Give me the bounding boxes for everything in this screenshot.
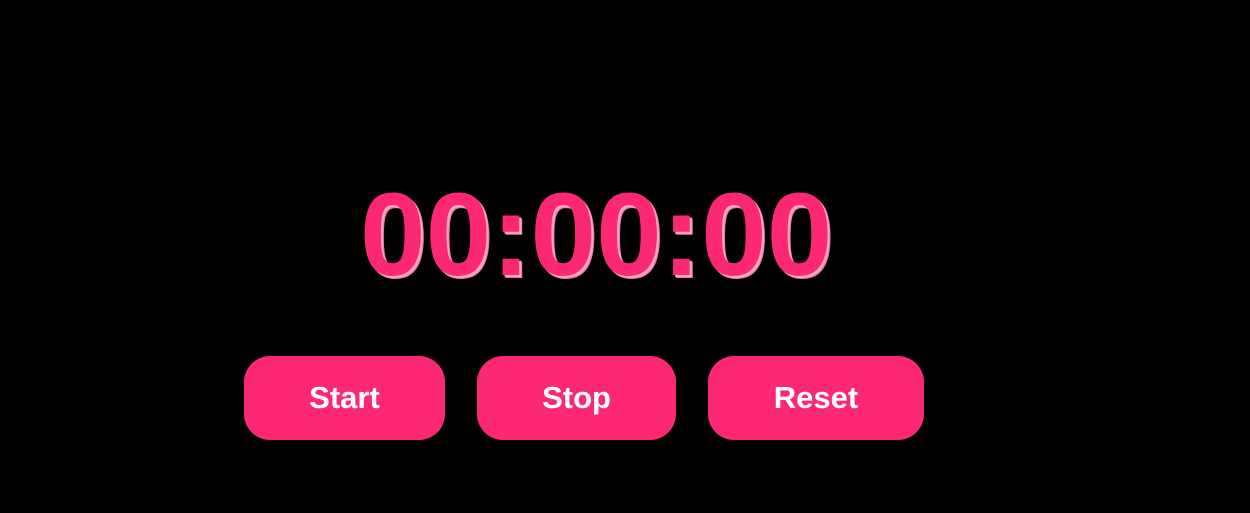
stop-button[interactable]: Stop [477,356,676,440]
start-button[interactable]: Start [244,356,445,440]
reset-button[interactable]: Reset [708,356,924,440]
timer-display: 00:00:00 [360,169,833,301]
